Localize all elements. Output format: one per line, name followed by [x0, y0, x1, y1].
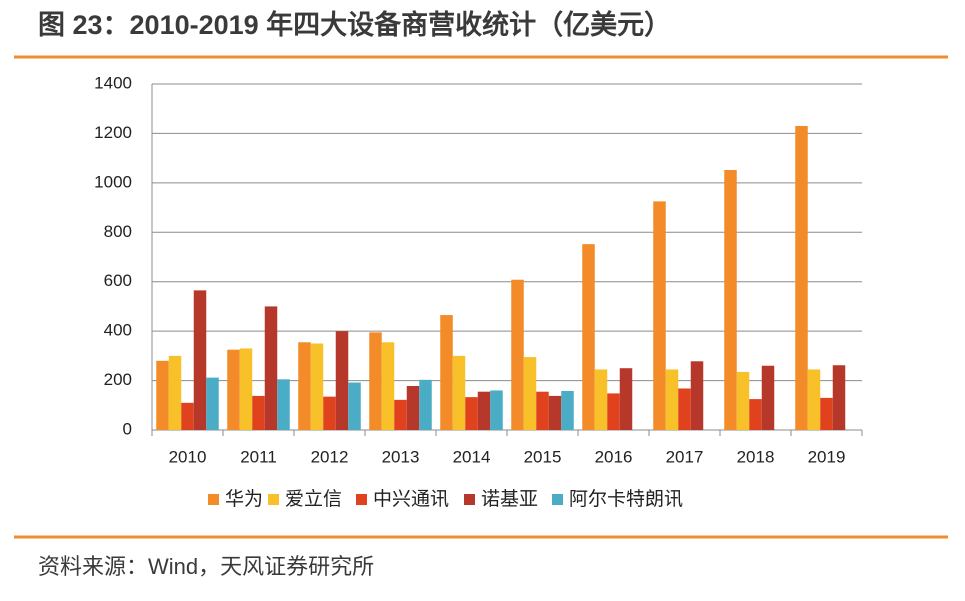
- bar: [406, 386, 420, 430]
- x-tick-label: 2012: [311, 447, 349, 466]
- bar: [335, 331, 349, 430]
- legend-swatch: [356, 494, 367, 505]
- bar: [239, 348, 253, 430]
- x-tick-label: 2010: [169, 447, 207, 466]
- bar: [323, 396, 336, 430]
- y-tick-label: 800: [104, 222, 132, 241]
- legend-label: 爱立信: [285, 488, 342, 510]
- bar: [561, 390, 574, 430]
- chart-title: 图 23：2010-2019 年四大设备商营收统计（亿美元）: [38, 9, 671, 40]
- bar: [348, 382, 361, 430]
- bar: [394, 399, 407, 430]
- bar: [168, 355, 182, 430]
- bar: [490, 390, 503, 430]
- bar: [381, 342, 395, 430]
- bar: [369, 332, 382, 430]
- bar: [206, 377, 219, 430]
- bar: [653, 201, 666, 430]
- bar: [440, 315, 453, 430]
- bar: [678, 388, 691, 430]
- bar: [536, 391, 549, 430]
- bar: [807, 369, 821, 430]
- x-tick-label: 2016: [595, 447, 633, 466]
- x-tick-label: 2013: [382, 447, 420, 466]
- bar: [419, 379, 432, 430]
- y-tick-label: 1200: [94, 123, 132, 142]
- legend-swatch: [552, 494, 563, 505]
- bar: [582, 244, 595, 430]
- bar: [523, 357, 537, 430]
- legend-label: 华为: [225, 488, 263, 510]
- y-tick-label: 200: [104, 370, 132, 389]
- bar: [548, 395, 562, 430]
- bar: [761, 365, 775, 430]
- x-tick-label: 2017: [666, 447, 704, 466]
- y-tick-label: 0: [123, 419, 132, 438]
- y-tick-label: 1000: [94, 172, 132, 191]
- y-tick-label: 1400: [94, 73, 132, 92]
- bar: [252, 395, 265, 430]
- bar: [736, 371, 750, 430]
- x-tick-label: 2019: [808, 447, 846, 466]
- bar: [832, 365, 846, 430]
- legend-label: 中兴通讯: [373, 488, 449, 510]
- bar: [607, 393, 620, 430]
- bar: [477, 391, 491, 430]
- bar: [795, 126, 808, 430]
- bar: [452, 355, 466, 430]
- bar: [665, 369, 679, 430]
- x-tick-label: 2018: [737, 447, 775, 466]
- x-tick-label: 2011: [240, 447, 277, 466]
- bar: [264, 306, 278, 430]
- y-tick-label: 600: [104, 271, 132, 290]
- bar: [298, 342, 311, 430]
- bar: [156, 360, 169, 430]
- bar: [310, 343, 324, 430]
- bar: [594, 369, 608, 430]
- bar: [227, 349, 240, 430]
- y-tick-label: 400: [104, 321, 132, 340]
- bar: [277, 379, 290, 430]
- bar: [181, 402, 194, 430]
- bar: [465, 397, 478, 430]
- bar: [193, 290, 207, 430]
- legend-swatch: [464, 494, 475, 505]
- bar: [820, 397, 833, 430]
- legend-swatch: [208, 494, 219, 505]
- bar: [511, 279, 524, 430]
- x-tick-label: 2015: [524, 447, 562, 466]
- bar: [724, 170, 737, 430]
- bar: [749, 399, 762, 430]
- source: 资料来源：Wind，天风证券研究所: [38, 554, 374, 579]
- bar: [619, 368, 633, 430]
- bar: [690, 361, 704, 430]
- x-tick-label: 2014: [453, 447, 491, 466]
- legend-swatch: [268, 494, 279, 505]
- legend-label: 阿尔卡特朗讯: [569, 488, 683, 510]
- legend-label: 诺基亚: [481, 488, 538, 510]
